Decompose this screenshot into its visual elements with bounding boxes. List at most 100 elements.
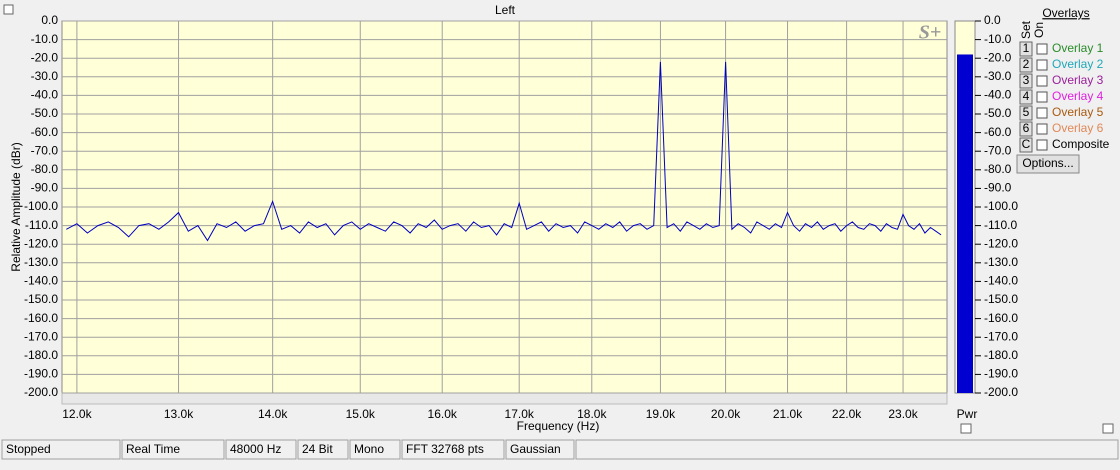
meter-tick-label: -120.0 [984,236,1018,250]
set-button-label[interactable]: 6 [1023,121,1030,135]
set-button-label[interactable]: C [1022,137,1031,151]
meter-tick-label: -70.0 [984,143,1012,157]
status-text: 48000 Hz [230,442,281,456]
meter-bar [957,54,973,393]
meter-tick-label: -80.0 [984,162,1012,176]
set-button[interactable] [1019,121,1033,137]
set-button[interactable] [1019,57,1033,73]
meter-tick-label: -150.0 [984,292,1018,306]
set-button[interactable] [1019,89,1033,105]
overlay-checkbox[interactable] [1036,91,1048,103]
overlay-label: Overlay 2 [1052,57,1104,71]
y-tick-label: -150.0 [24,292,58,306]
x-tick-label: 16.0k [428,407,458,421]
status-text: FFT 32768 pts [406,442,484,456]
x-tick-label: 15.0k [346,407,376,421]
scrollbar[interactable] [61,392,948,405]
meter-tick-label: -200.0 [984,385,1018,399]
overlay-checkbox[interactable] [1036,59,1048,71]
overlay-checkbox[interactable] [1036,107,1048,119]
overlay-checkbox[interactable] [1036,139,1048,151]
y-tick-label: -200.0 [24,385,58,399]
y-tick-label: -100.0 [24,199,58,213]
meter-tick-label: -40.0 [984,88,1012,102]
y-tick-label: 0.0 [41,13,58,27]
y-tick-label: -110.0 [25,218,58,232]
status-cell [297,439,349,460]
meter-tick-label: -190.0 [984,367,1018,381]
status-text: Real Time [126,442,180,456]
set-button-label[interactable]: 3 [1023,73,1030,87]
status-cell [575,439,1119,460]
set-button[interactable] [1019,105,1033,121]
meter-collapse[interactable] [960,423,972,434]
overlay-checkbox[interactable] [1036,43,1048,55]
y-tick-label: -180.0 [24,348,58,362]
overlay-label: Composite [1052,137,1110,151]
y-tick-label: -50.0 [31,106,59,120]
y-tick-label: -120.0 [24,236,58,250]
meter-tick-label: -140.0 [984,274,1018,288]
meter-tick-label: -10.0 [984,32,1012,46]
overlay-label: Overlay 1 [1052,41,1104,55]
status-cell [401,439,505,460]
overlay-label: Overlay 5 [1052,105,1104,119]
set-button[interactable] [1019,73,1033,89]
meter-tick-label: -180.0 [984,348,1018,362]
meter-tick-label: -160.0 [984,311,1018,325]
x-tick-label: 14.0k [258,407,288,421]
status-cell [225,439,297,460]
set-button-label[interactable]: 4 [1023,89,1030,103]
y-tick-label: -60.0 [31,125,59,139]
x-tick-label: 18.0k [577,407,607,421]
logo: S+ [919,22,942,44]
status-cell [121,439,225,460]
status-text: 24 Bit [302,442,333,456]
status-text: Gaussian [510,442,561,456]
x-tick-label: 12.0k [62,407,92,421]
status-text: Stopped [6,442,51,456]
x-tick-label: 20.0k [711,407,741,421]
status-cell [1,439,121,460]
spectrum-line [66,61,942,242]
set-button-label[interactable]: 2 [1023,57,1030,71]
panel-collapse[interactable] [1102,423,1114,434]
meter-tick-label: -90.0 [984,181,1012,195]
meter-tick-label: -100.0 [984,199,1018,213]
overlay-label: Overlay 4 [1052,89,1104,103]
set-button[interactable] [1019,41,1033,57]
y-tick-label: -30.0 [31,69,59,83]
x-tick-label: 19.0k [646,407,676,421]
overlay-checkbox[interactable] [1036,123,1048,135]
meter-tick-label: -130.0 [984,255,1018,269]
overlay-checkbox[interactable] [1036,75,1048,87]
meter-tick-label: -110.0 [984,218,1017,232]
y-tick-label: -70.0 [31,143,59,157]
meter-tick-label: -20.0 [984,50,1012,64]
y-tick-label: -10.0 [31,32,59,46]
set-button-label[interactable]: 1 [1023,41,1030,55]
meter-tick-label: -60.0 [984,125,1012,139]
options-button-label[interactable]: Options... [1022,156,1073,170]
set-button-label[interactable]: 5 [1023,105,1030,119]
y-tick-label: -40.0 [31,88,59,102]
x-tick-label: 21.0k [773,407,803,421]
status-text: Mono [354,442,384,456]
y-tick-label: -130.0 [24,255,58,269]
options-button[interactable] [1016,154,1080,174]
meter-tick-label: -170.0 [984,329,1018,343]
collapse-button[interactable] [3,4,14,15]
x-axis-label: Frequency (Hz) [517,419,600,433]
meter-tick-label: 0.0 [984,13,1001,27]
overlay-label: Overlay 3 [1052,73,1104,87]
y-tick-label: -80.0 [31,162,59,176]
x-tick-label: 13.0k [164,407,194,421]
x-tick-label: 17.0k [505,407,535,421]
set-button[interactable] [1019,137,1033,153]
y-tick-label: -190.0 [24,367,58,381]
x-tick-label: 23.0k [888,407,918,421]
y-tick-label: -140.0 [24,274,58,288]
overlays-title: Overlays [1042,6,1089,20]
